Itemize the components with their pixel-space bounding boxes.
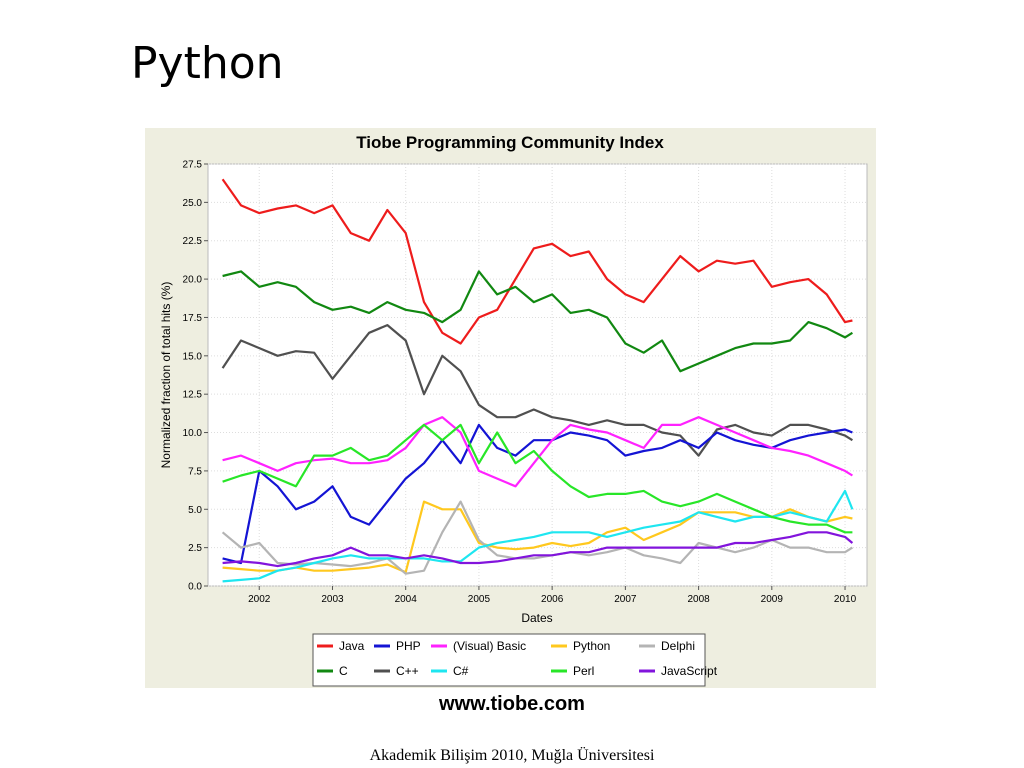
legend-label: PHP [396, 639, 421, 653]
y-tick-label: 25.0 [183, 198, 203, 209]
y-tick-label: 2.5 [188, 543, 202, 554]
legend-label: Delphi [661, 639, 695, 653]
y-tick-label: 10.0 [183, 428, 203, 439]
y-axis-label: Normalized fraction of total hits (%) [159, 282, 173, 469]
x-tick-label: 2008 [687, 594, 710, 605]
legend-label: C++ [396, 664, 419, 678]
y-tick-label: 5.0 [188, 505, 202, 516]
x-tick-label: 2004 [395, 594, 418, 605]
x-tick-label: 2007 [614, 594, 637, 605]
y-tick-label: 0.0 [188, 582, 202, 593]
x-tick-label: 2010 [834, 594, 857, 605]
series-line-cplusplus [221, 324, 853, 457]
series-line-delphi [221, 500, 853, 575]
x-tick-label: 2009 [761, 594, 784, 605]
x-tick-label: 2002 [248, 594, 271, 605]
y-tick-label: 27.5 [183, 160, 203, 171]
x-tick-label: 2003 [321, 594, 344, 605]
footer-text: Akademik Bilişim 2010, Muğla Üniversites… [369, 747, 655, 764]
source-link[interactable]: www.tiobe.com [439, 693, 585, 715]
grid [208, 163, 867, 587]
legend-label: Perl [573, 664, 594, 678]
plot-area [207, 163, 868, 587]
series-line-javascript [222, 531, 854, 568]
chart-panel: Tiobe Programming Community Index 0.0 2.5… [145, 128, 876, 688]
y-tick-label: 12.5 [183, 390, 203, 401]
legend-box [312, 633, 706, 687]
legend-label: Java [339, 639, 365, 653]
legend-label: JavaScript [661, 664, 718, 678]
legend-label: (Visual) Basic [453, 639, 526, 653]
x-axis: 2002 2003 2004 2005 2006 2007 2008 2009 2010 [248, 586, 857, 605]
series-line-visual-basic [222, 416, 853, 488]
x-tick-label: 2006 [541, 594, 564, 605]
y-tick-label: 7.5 [188, 466, 202, 477]
series-line-csharp [222, 489, 854, 583]
series-lines [221, 178, 854, 583]
slide-title: Python [131, 38, 284, 89]
legend: Java PHP (Visual) Basic Python Delphi C C++ C# P… [317, 639, 718, 678]
x-tick-label: 2005 [468, 594, 491, 605]
series-line-c [222, 270, 853, 373]
y-tick-label: 15.0 [183, 351, 203, 362]
legend-label: C# [453, 664, 469, 678]
line-chart: Tiobe Programming Community Index 0.0 2.5… [159, 133, 868, 687]
y-axis: 0.0 2.5 5.0 7.5 10.0 12.5 15.0 17.5 20.0 22.5 25.0… [183, 160, 208, 593]
series-line-java [221, 178, 853, 345]
series-line-perl [222, 423, 853, 534]
legend-label: Python [573, 639, 610, 653]
chart-title: Tiobe Programming Community Index [356, 133, 664, 152]
series-line-php [222, 423, 853, 565]
legend-label: C [339, 664, 348, 678]
y-tick-label: 20.0 [183, 275, 203, 286]
y-tick-label: 17.5 [183, 313, 203, 324]
y-tick-label: 22.5 [183, 236, 203, 247]
x-axis-label: Dates [521, 611, 552, 625]
